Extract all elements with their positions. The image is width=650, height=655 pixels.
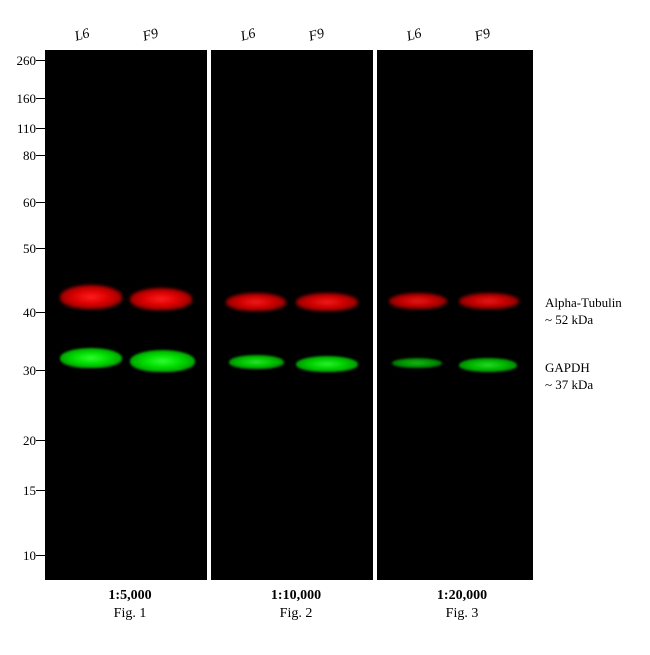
mw-tick <box>36 98 46 99</box>
mw-label-20: 20 <box>6 433 36 449</box>
mw-tick <box>36 202 46 203</box>
lane-label-L6: L6 <box>239 26 257 45</box>
mw-label-50: 50 <box>6 241 36 257</box>
mw-tick <box>36 490 46 491</box>
figure-number-label: Fig. 1 <box>75 606 185 622</box>
mw-label-15: 15 <box>6 483 36 499</box>
lane-label-F9: F9 <box>307 26 326 45</box>
mw-tick <box>36 370 46 371</box>
lane-label-L6: L6 <box>73 26 91 45</box>
lane-label-F9: F9 <box>141 26 160 45</box>
protein-label-alpha-tubulin: Alpha-Tubulin~ 52 kDa <box>545 295 622 329</box>
alpha-tubulin-band <box>130 288 192 310</box>
alpha-tubulin-band <box>459 293 519 309</box>
dilution-label: 1:10,000 <box>271 588 321 603</box>
alpha-tubulin-band <box>226 293 286 311</box>
mw-label-30: 30 <box>6 363 36 379</box>
panel-caption-2: 1:10,000 Fig. 2 <box>241 588 351 622</box>
panel-caption-1: 1:5,000 Fig. 1 <box>75 588 185 622</box>
panel-caption-3: 1:20,000 Fig. 3 <box>407 588 517 622</box>
mw-tick <box>36 128 46 129</box>
mw-label-160: 160 <box>6 91 36 107</box>
mw-label-80: 80 <box>6 148 36 164</box>
mw-label-260: 260 <box>6 53 36 69</box>
figure-number-label: Fig. 2 <box>241 606 351 622</box>
mw-label-60: 60 <box>6 195 36 211</box>
mw-tick <box>36 155 46 156</box>
gapdh-band <box>229 355 284 369</box>
mw-tick <box>36 440 46 441</box>
protein-label-gapdh: GAPDH~ 37 kDa <box>545 360 593 394</box>
protein-name: Alpha-Tubulin <box>545 295 622 312</box>
protein-size: ~ 52 kDa <box>545 312 622 329</box>
dilution-label: 1:5,000 <box>108 588 151 603</box>
gapdh-band <box>60 348 122 368</box>
mw-tick <box>36 312 46 313</box>
gapdh-band <box>392 358 442 368</box>
gapdh-band <box>459 358 517 372</box>
mw-label-10: 10 <box>6 548 36 564</box>
mw-label-110: 110 <box>6 121 36 137</box>
blot-panel-2 <box>211 50 375 580</box>
gapdh-band <box>130 350 195 372</box>
mw-tick <box>36 248 46 249</box>
gapdh-band <box>296 356 358 372</box>
mw-label-40: 40 <box>6 305 36 321</box>
protein-size: ~ 37 kDa <box>545 377 593 394</box>
blot-area <box>45 50 535 580</box>
alpha-tubulin-band <box>60 285 122 309</box>
western-blot-figure: L6 F9 L6 F9 L6 F9 260 160 110 80 60 50 40 30 20 15 10 1… <box>0 0 650 655</box>
dilution-label: 1:20,000 <box>437 588 487 603</box>
protein-name: GAPDH <box>545 360 593 377</box>
blot-panel-3 <box>377 50 535 580</box>
mw-tick <box>36 555 46 556</box>
lane-label-F9: F9 <box>473 26 492 45</box>
alpha-tubulin-band <box>296 293 358 311</box>
blot-panel-1 <box>45 50 209 580</box>
mw-tick <box>36 60 46 61</box>
alpha-tubulin-band <box>389 293 447 309</box>
lane-label-L6: L6 <box>405 26 423 45</box>
figure-number-label: Fig. 3 <box>407 606 517 622</box>
